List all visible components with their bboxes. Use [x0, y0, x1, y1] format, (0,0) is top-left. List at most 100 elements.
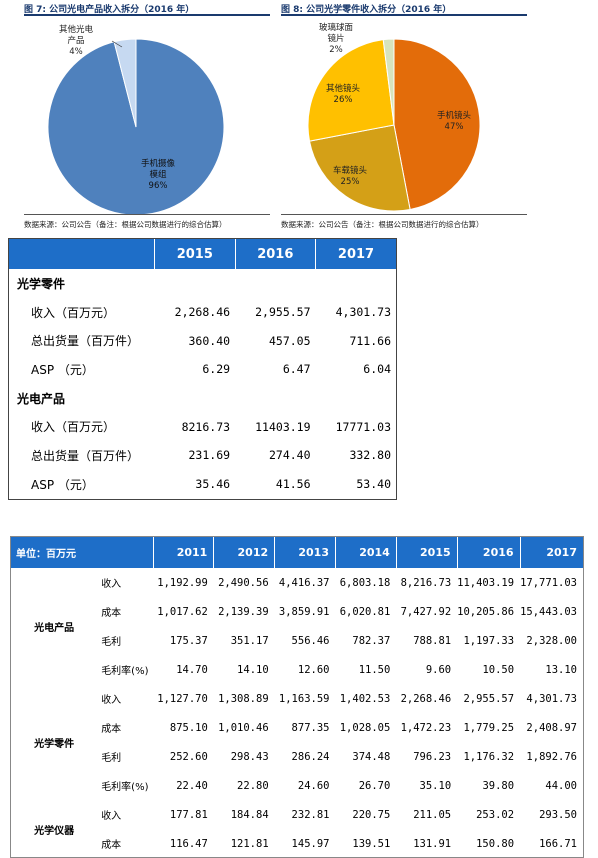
- table-header-row: 单位：百万元 2011 2012 2013 2014 2015 2016 201…: [11, 537, 583, 568]
- cell-value: 2,268.46: [174, 305, 231, 320]
- header-year: 2013: [274, 537, 336, 568]
- cell-value: 1,402.53: [339, 692, 391, 705]
- cell-value: 6.04: [363, 362, 391, 377]
- cell-value: 22.80: [237, 779, 269, 792]
- cell-value: 457.05: [268, 333, 311, 348]
- cell-value: 17,771.03: [520, 576, 577, 589]
- metric-label: 毛利率(%): [101, 666, 149, 677]
- table-row: ASP （元） 6.29 6.47 6.04: [9, 355, 396, 384]
- cell-value: 2,408.97: [526, 721, 577, 734]
- cell-value: 298.43: [230, 750, 269, 763]
- header-year: 2017: [315, 239, 396, 269]
- cell-value: 351.17: [230, 634, 269, 647]
- cell-value: 1,017.62: [157, 605, 208, 618]
- cell-value: 211.05: [413, 808, 452, 821]
- cell-value: 12.60: [297, 663, 330, 676]
- figure-7-pie-chart: 其他光电 产品 4% 手机摄像 模组 96%: [47, 24, 225, 216]
- row-label: 总出货量（百万件）: [31, 448, 140, 463]
- figure-8-title-rule: [281, 14, 527, 16]
- cell-value: 711.66: [349, 333, 391, 348]
- cell-value: 6,803.18: [339, 576, 391, 589]
- cell-value: 7,427.92: [400, 605, 452, 618]
- cell-value: 2,490.56: [218, 576, 269, 589]
- cell-value: 35.46: [195, 477, 231, 492]
- cell-value: 332.80: [349, 448, 391, 463]
- cell-value: 252.60: [169, 750, 208, 763]
- figure-8-label-other-lens: 其他镜头: [326, 83, 361, 94]
- cell-value: 1,010.46: [218, 721, 269, 734]
- figure-8-label-phone-lens-pct: 47%: [445, 122, 464, 132]
- figure-7-pie-slice-1: [113, 38, 137, 128]
- figure-7-label-other-line2: 产品: [67, 35, 84, 46]
- cell-value: 116.47: [169, 837, 208, 850]
- figure-7-source: 数据来源：公司公告（备注：根据公司数据进行的综合估算）: [24, 220, 227, 229]
- figure-7-leader-line: [111, 40, 123, 48]
- table-row: ASP （元） 35.46 41.56 53.40: [9, 470, 396, 499]
- cell-value: 11,403.19: [457, 576, 515, 589]
- cell-value: 14.70: [176, 663, 208, 676]
- figure-8-title: 图 8: 公司光学零件收入拆分（2016 年）: [281, 5, 452, 15]
- cell-value: 2,955.57: [255, 305, 311, 320]
- figure-8-label-auto-lens: 车载镜头: [333, 165, 368, 176]
- table-row: 总出货量（百万件） 360.40 457.05 711.66: [9, 326, 396, 355]
- cell-value: 11403.19: [255, 419, 311, 434]
- cell-value: 17771.03: [335, 419, 391, 434]
- table-row: 光电产品 收入 1,192.99 2,490.56 4,416.37 6,803.18 8,…: [11, 568, 583, 634]
- cell-value: 360.40: [188, 333, 231, 348]
- header-year: 2014: [334, 537, 397, 568]
- cell-value: 875.10: [169, 721, 208, 734]
- unit-label: 单位：百万元: [11, 537, 153, 568]
- figure-8-label-other-lens-pct: 26%: [334, 95, 353, 105]
- cell-value: 11.50: [358, 663, 391, 676]
- cell-value: 293.50: [539, 808, 577, 821]
- table-row: 成本 1,017.62 2,139.39 3,859.91 6,020.81 7,427.…: [11, 597, 583, 626]
- header-year: 2011: [152, 537, 214, 568]
- cell-value: 274.40: [268, 448, 311, 463]
- figure-8-pie-slice-3: [382, 38, 395, 126]
- cell-value: 53.40: [356, 477, 391, 492]
- figure-8-source: 数据来源：公司公告（备注：根据公司数据进行的综合估算）: [281, 220, 484, 229]
- cell-value: 9.60: [425, 663, 452, 676]
- group-label: 光学零件: [34, 738, 75, 750]
- metric-label: 毛利: [101, 637, 122, 648]
- cell-value: 1,472.23: [400, 721, 452, 734]
- cell-value: 4,301.73: [526, 692, 577, 705]
- table-header-row: 2015 2016 2017: [9, 239, 396, 269]
- figure-8-label-glass-line1: 玻璃球面: [319, 22, 354, 33]
- table-row: 光学仪器 收入 177.81 184.84 232.81 220.75 211.05 253.…: [11, 800, 583, 837]
- cell-value: 150.80: [476, 837, 515, 850]
- figure-7-title: 图 7: 公司光电产品收入拆分（2016 年）: [24, 5, 195, 15]
- cell-value: 41.56: [275, 477, 311, 492]
- figure-8-source-rule: [281, 214, 527, 215]
- figure-7-label-modules-pct: 96%: [149, 181, 168, 191]
- cell-value: 6.29: [202, 362, 231, 377]
- cell-value: 131.91: [413, 837, 452, 850]
- cell-value: 1,308.89: [218, 692, 269, 705]
- metric-label: 毛利: [101, 753, 122, 764]
- metric-label: 毛利率(%): [101, 782, 149, 793]
- cell-value: 139.51: [352, 837, 391, 850]
- figure-8-pie-chart: 玻璃球面 镜片 2% 其他镜头 26% 手机镜头 47% 车载镜头 25%: [307, 22, 481, 212]
- figure-8-pie-slice-0: [393, 38, 481, 211]
- table-row: 成本 875.10 1,010.46 877.35 1,028.05 1,472.23 1,…: [11, 713, 583, 742]
- row-label: 收入（百万元）: [31, 420, 116, 435]
- cell-value: 1,127.70: [157, 692, 208, 705]
- header-year: 2016: [456, 537, 521, 568]
- header-year: 2016: [234, 239, 316, 269]
- cell-value: 6.47: [282, 362, 311, 377]
- cell-value: 1,779.25: [463, 721, 515, 734]
- figure-7-title-rule: [24, 14, 270, 16]
- cell-value: 4,301.73: [335, 305, 391, 320]
- figure-8-label-glass-pct: 2%: [329, 45, 343, 55]
- figure-8-pie-slice-1: [308, 124, 411, 212]
- table-row: 毛利 175.37 351.17 556.46 782.37 788.81 1,197.33…: [11, 626, 583, 655]
- segment-financials-table: 单位：百万元 2011 2012 2013 2014 2015 2016 201…: [10, 536, 584, 858]
- table-row: 毛利率(%) 14.70 14.10 12.60 11.50 9.60 10.50 13.10: [11, 655, 583, 684]
- figure-7-label-modules-line2: 模组: [149, 169, 167, 180]
- table-row: 总出货量（百万件） 231.69 274.40 332.80: [9, 441, 396, 470]
- metric-label: 成本: [101, 724, 122, 735]
- cell-value: 14.10: [237, 663, 269, 676]
- metric-label: 成本: [101, 608, 122, 619]
- figure-8: 图 8: 公司光学零件收入拆分（2016 年） 玻璃球面 镜片 2% 其他镜头 …: [281, 0, 598, 232]
- figure-7-label-other-pct: 4%: [69, 47, 83, 57]
